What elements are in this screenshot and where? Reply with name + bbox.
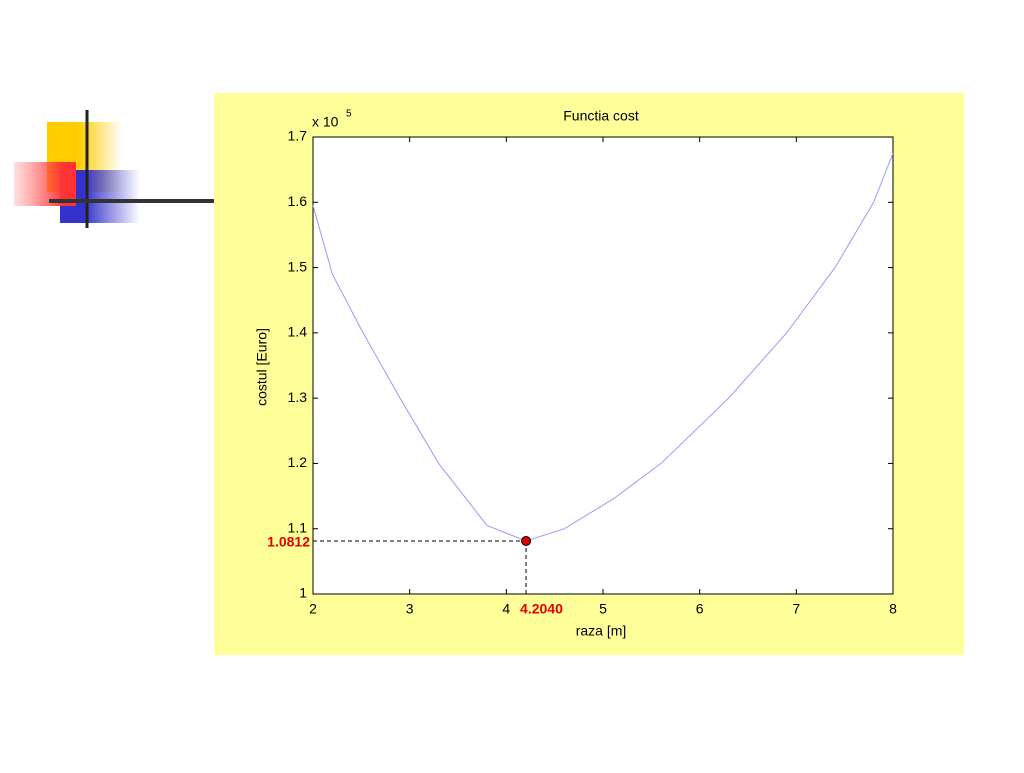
minimum-marker bbox=[521, 535, 532, 546]
chart-title: Functia cost bbox=[563, 108, 639, 124]
y-axis-label: costul [Euro] bbox=[254, 328, 270, 406]
marker-x-label: 4.2040 bbox=[520, 601, 563, 617]
x-tick-label: 4 bbox=[502, 601, 510, 617]
y-tick-label: 1 bbox=[299, 585, 307, 601]
y-multiplier-exp: 5 bbox=[346, 109, 352, 120]
y-tick-label: 1.7 bbox=[288, 128, 308, 144]
x-tick-label: 3 bbox=[406, 601, 414, 617]
y-tick-label: 1.5 bbox=[288, 258, 308, 274]
y-tick-label: 1.6 bbox=[288, 193, 308, 209]
x-axis-label: raza [m] bbox=[576, 623, 627, 639]
y-tick-label: 1.1 bbox=[288, 519, 308, 535]
y-tick-label: 1.3 bbox=[288, 389, 308, 405]
y-tick-label: 1.2 bbox=[288, 454, 308, 470]
x-tick-label: 5 bbox=[599, 601, 607, 617]
plot-area bbox=[312, 136, 894, 595]
x-tick-label: 6 bbox=[696, 601, 704, 617]
x-tick-label: 7 bbox=[792, 601, 800, 617]
x-tick-label: 8 bbox=[889, 601, 897, 617]
marker-y-label: 1.0812 bbox=[267, 534, 310, 550]
x-tick-label: 2 bbox=[309, 601, 317, 617]
cost-curve bbox=[312, 153, 894, 542]
y-multiplier: x 10 bbox=[312, 114, 339, 130]
y-tick-label: 1.4 bbox=[288, 324, 308, 340]
slide-decoration bbox=[14, 110, 216, 228]
